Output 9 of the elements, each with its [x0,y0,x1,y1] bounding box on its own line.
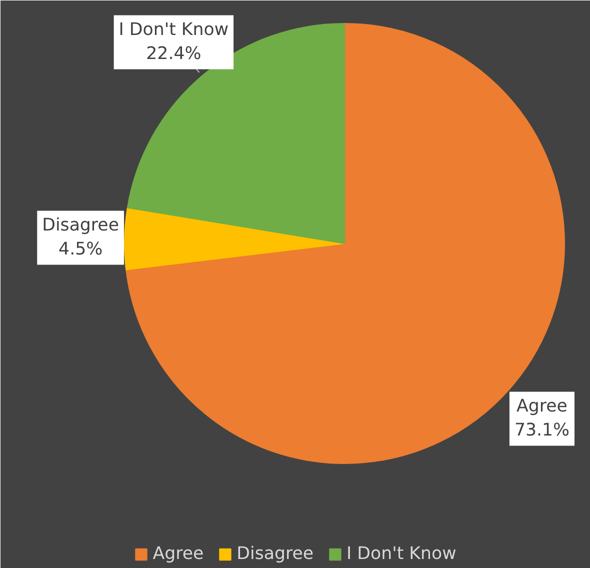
data-label: 22.4% [146,44,202,64]
data-label: 4.5% [58,240,103,260]
legend-label: Agree [152,544,204,564]
slice-label: Agree [516,396,568,417]
legend-label: Disagree [236,544,314,564]
slice-label: Disagree [42,216,120,236]
data-label: 73.1% [514,420,570,441]
slice-label: I Don't Know [118,20,229,40]
legend-label: I Don't Know [346,544,456,564]
